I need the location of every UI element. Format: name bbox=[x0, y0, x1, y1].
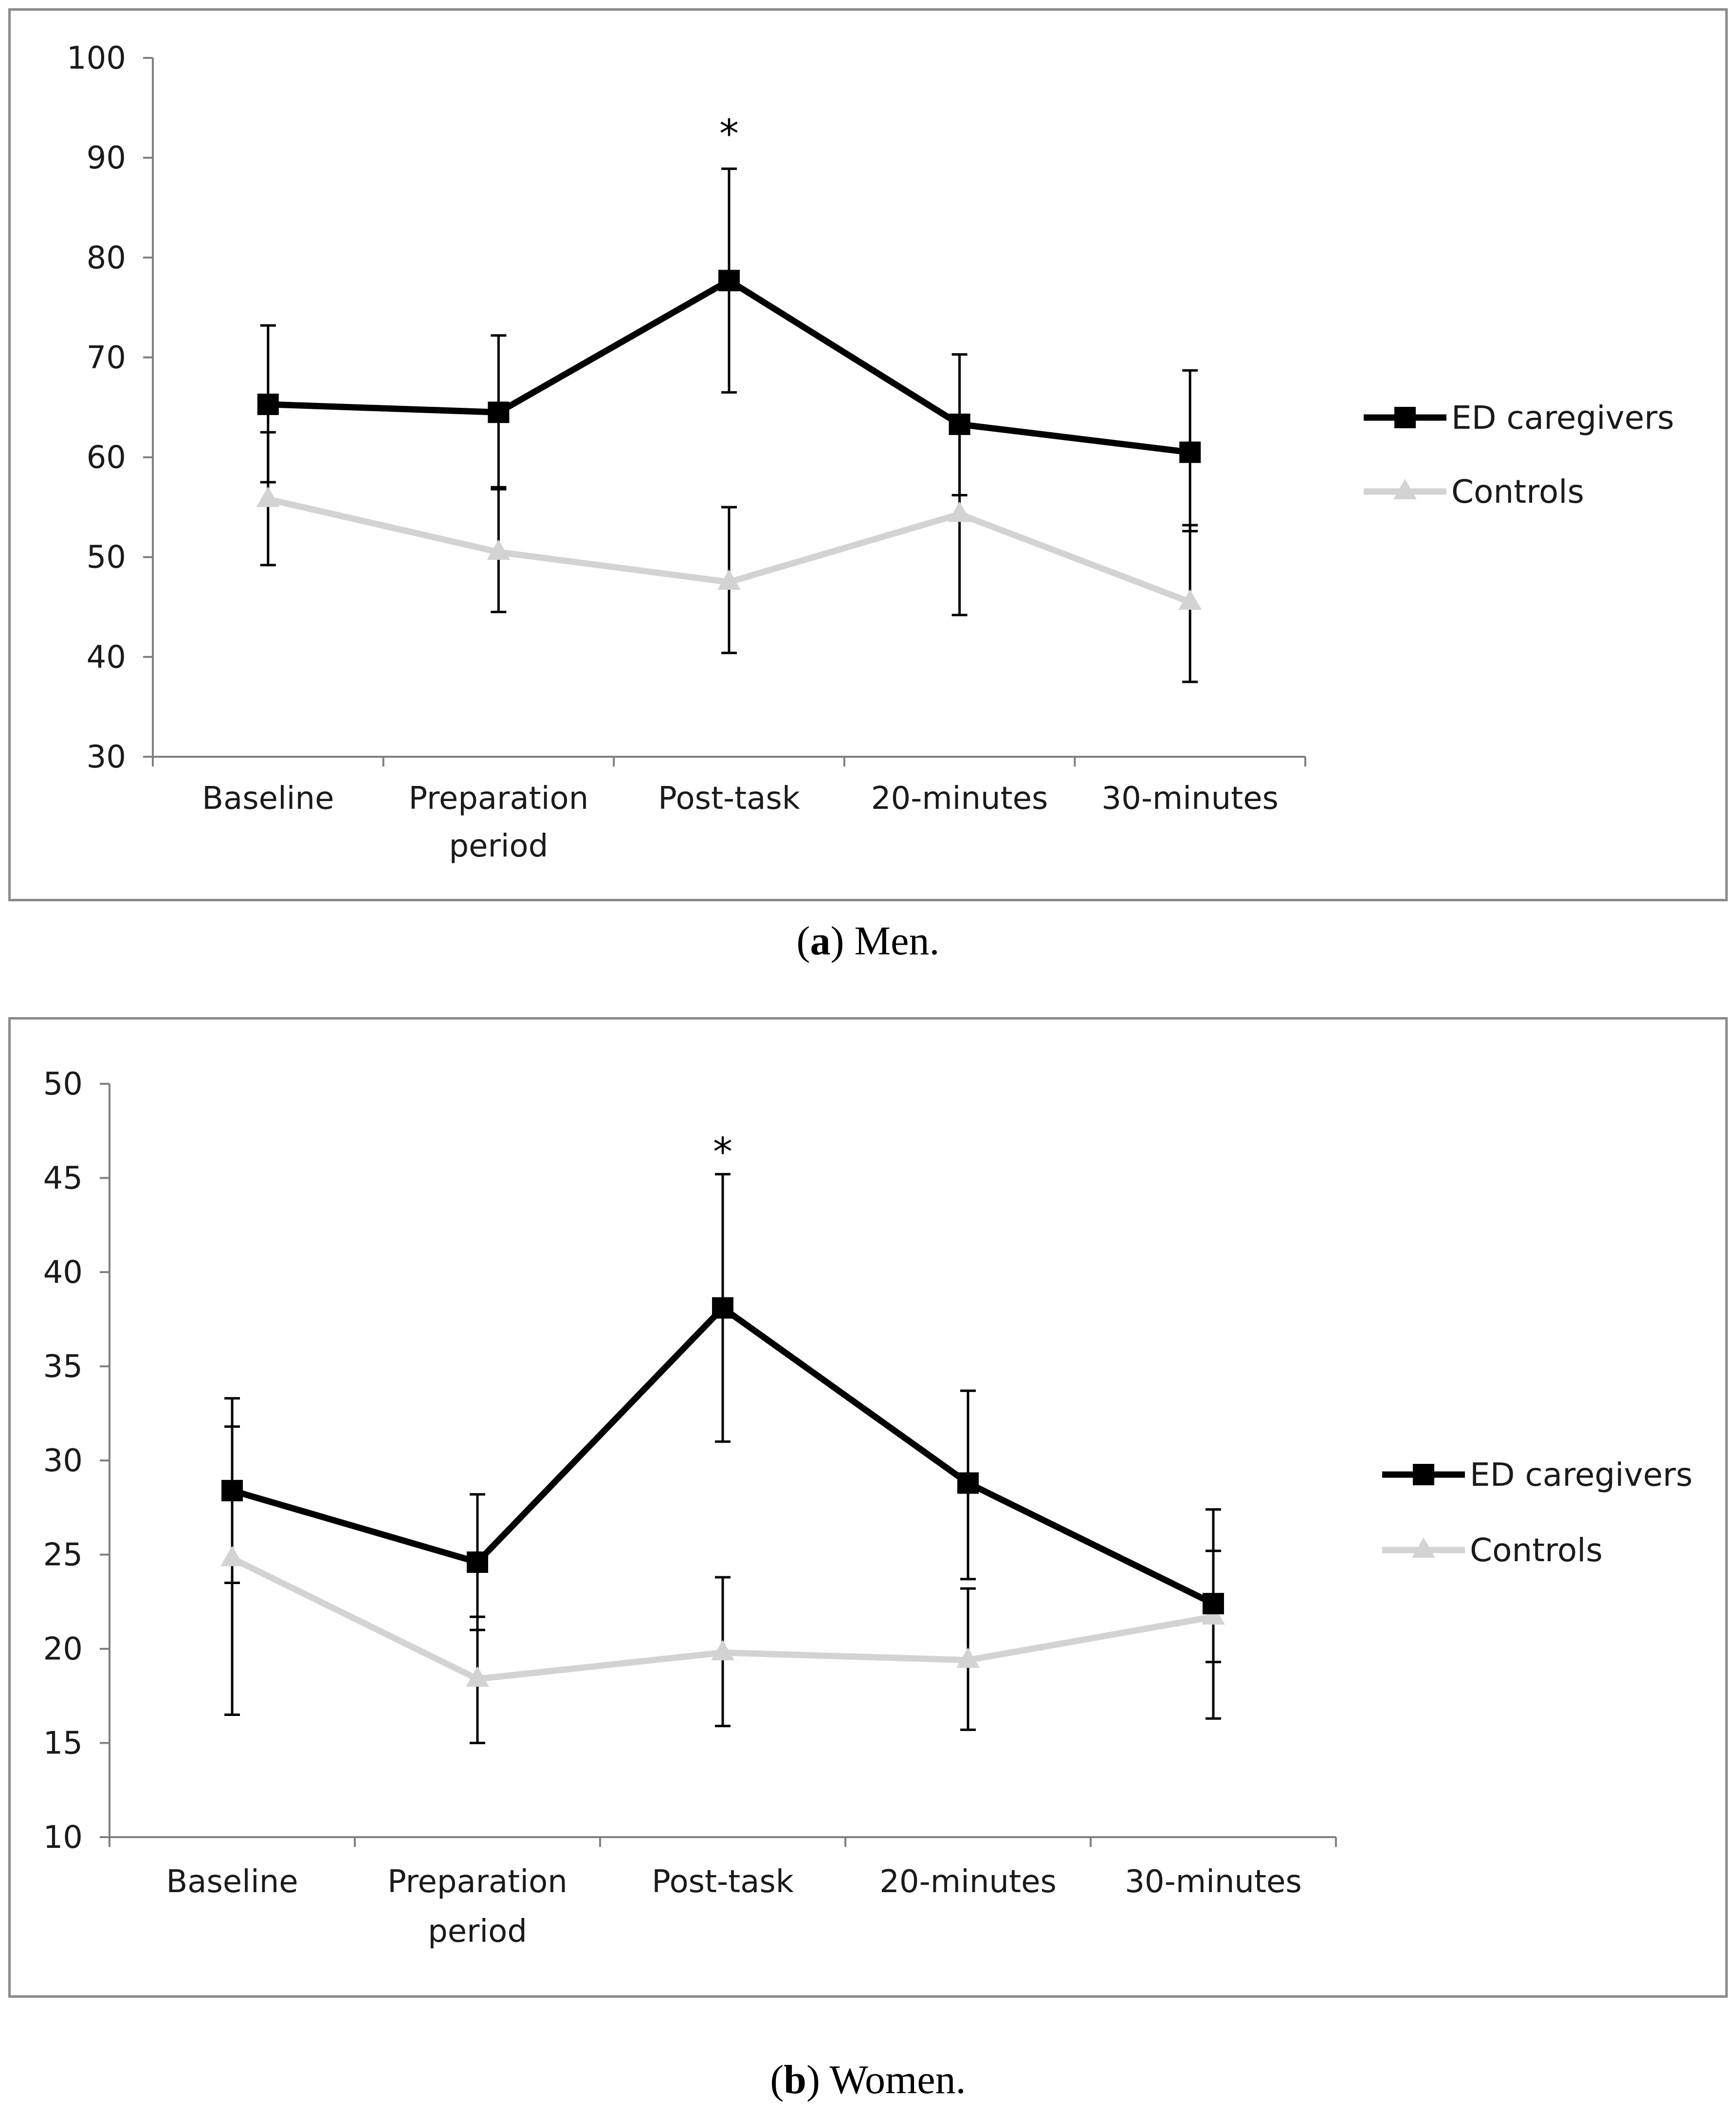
ed-caregivers-point bbox=[1179, 441, 1201, 463]
x-tick-label: Post-task bbox=[658, 781, 800, 817]
legend-ed-caregivers-marker bbox=[1394, 407, 1416, 428]
ed-caregivers-point bbox=[221, 1479, 243, 1501]
y-tick-label: 90 bbox=[87, 140, 126, 176]
chart-panel-women: 10 15 20 25 30 35 40 45 50 Baseline Preparation per… bbox=[8, 1017, 1728, 1998]
y-tick-label: 80 bbox=[87, 240, 126, 276]
controls-point bbox=[948, 501, 971, 522]
legend-controls-label: Controls bbox=[1451, 473, 1584, 511]
controls-point bbox=[1178, 589, 1202, 610]
caption-men-text: Men. bbox=[854, 918, 940, 964]
controls-point bbox=[711, 1640, 734, 1660]
controls-point bbox=[256, 486, 280, 507]
chart-men: 30 40 50 60 70 80 90 100 Baseline Preparation peri… bbox=[67, 40, 1674, 864]
controls-point bbox=[717, 569, 741, 590]
ed-caregivers-point bbox=[467, 1551, 488, 1573]
ed-caregivers-point bbox=[488, 401, 510, 423]
caption-men: (a) Men. bbox=[796, 918, 940, 964]
x-tick-label: Preparation bbox=[387, 1864, 567, 1900]
ed-caregivers-point bbox=[1203, 1593, 1224, 1615]
y-tick-label: 20 bbox=[43, 1631, 83, 1667]
y-tick-label: 40 bbox=[43, 1255, 83, 1291]
chart-women: 10 15 20 25 30 35 40 45 50 Baseline Preparation per… bbox=[43, 1066, 1693, 1950]
chart-panel-men: 30 40 50 60 70 80 90 100 Baseline Preparation peri… bbox=[8, 8, 1728, 901]
y-tick-label: 50 bbox=[43, 1066, 83, 1102]
ed-caregivers-point bbox=[257, 393, 279, 415]
ed-caregivers-point bbox=[957, 1472, 979, 1494]
x-tick-label: Baseline bbox=[202, 781, 334, 817]
x-tick-label: 20-minutes bbox=[879, 1864, 1057, 1900]
y-tick-label: 35 bbox=[43, 1349, 83, 1385]
legend-ed-caregivers-label: ED caregivers bbox=[1470, 1456, 1693, 1494]
controls-point bbox=[220, 1546, 244, 1567]
x-tick-label: Baseline bbox=[166, 1864, 298, 1900]
legend-ed-caregivers-marker bbox=[1413, 1464, 1434, 1485]
caption-women: (b) Women. bbox=[770, 2057, 966, 2102]
x-tick-label: 20-minutes bbox=[871, 781, 1048, 817]
x-tick-label: Post-task bbox=[652, 1864, 794, 1900]
ed-caregivers-point bbox=[712, 1297, 733, 1319]
controls-point bbox=[1202, 1604, 1225, 1625]
legend-controls-marker bbox=[1393, 479, 1417, 499]
legend-ed-caregivers-label: ED caregivers bbox=[1451, 399, 1674, 437]
legend-controls-marker bbox=[1412, 1537, 1435, 1558]
caption-women-text: Women. bbox=[829, 2057, 966, 2102]
y-tick-label: 70 bbox=[87, 340, 126, 376]
legend-controls-label: Controls bbox=[1470, 1532, 1603, 1569]
y-tick-label: 25 bbox=[43, 1537, 83, 1573]
ed-caregivers-point bbox=[949, 413, 970, 435]
caption-men-label: a bbox=[810, 918, 831, 964]
y-tick-label: 30 bbox=[87, 739, 126, 775]
x-tick-label: period bbox=[449, 828, 548, 864]
x-tick-label: period bbox=[428, 1914, 527, 1950]
x-tick-label: 30-minutes bbox=[1101, 781, 1279, 817]
significance-star: * bbox=[713, 1130, 732, 1175]
controls-point bbox=[956, 1647, 980, 1668]
significance-star: * bbox=[719, 111, 739, 157]
y-tick-label: 100 bbox=[67, 40, 126, 76]
x-tick-label: Preparation bbox=[409, 781, 589, 817]
caption-women-label: b bbox=[784, 2057, 807, 2102]
y-tick-label: 50 bbox=[87, 540, 126, 576]
x-tick-label: 30-minutes bbox=[1125, 1864, 1302, 1900]
controls-point bbox=[466, 1666, 489, 1687]
y-tick-label: 40 bbox=[87, 639, 126, 675]
y-tick-label: 30 bbox=[43, 1443, 83, 1479]
ed-caregivers-point bbox=[718, 270, 740, 292]
controls-point bbox=[487, 539, 511, 560]
y-tick-label: 45 bbox=[43, 1161, 83, 1197]
y-tick-label: 10 bbox=[43, 1820, 83, 1856]
y-tick-label: 60 bbox=[87, 440, 126, 476]
y-tick-label: 15 bbox=[43, 1726, 83, 1762]
